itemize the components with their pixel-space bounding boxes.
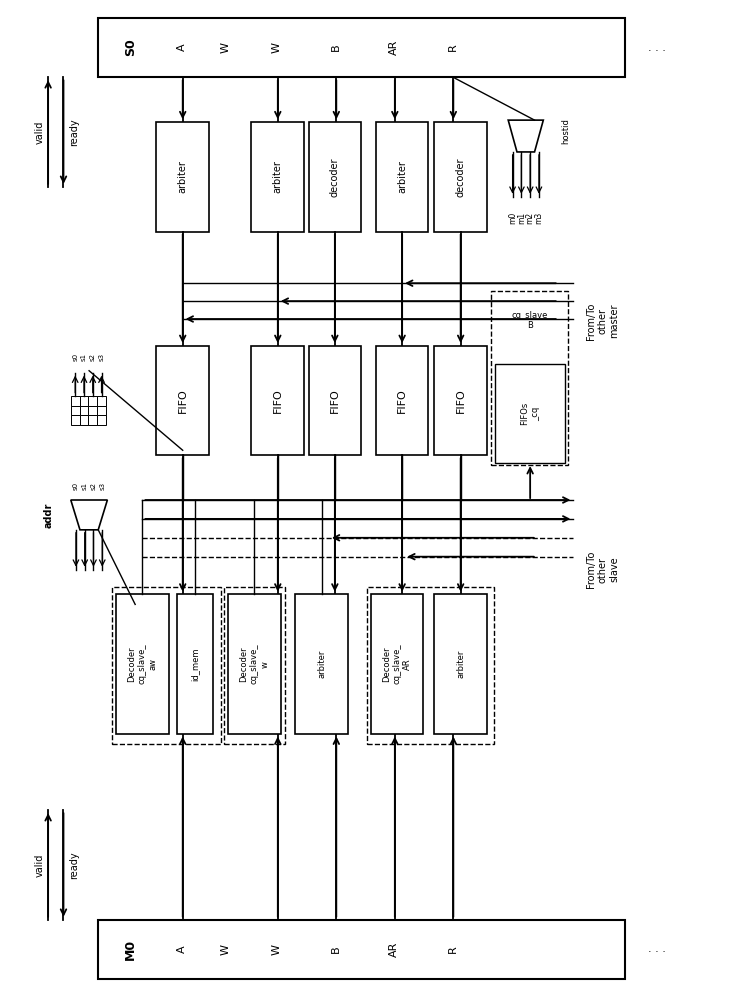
Text: arbiter: arbiter bbox=[317, 650, 326, 678]
Text: B: B bbox=[331, 946, 340, 953]
Text: R: R bbox=[447, 44, 458, 51]
Text: decoder: decoder bbox=[455, 157, 466, 197]
Text: Decoder
cq_slave_
AR: Decoder cq_slave_ AR bbox=[382, 644, 412, 684]
Bar bbox=[156, 122, 209, 232]
Text: From/To
other
master: From/To other master bbox=[586, 302, 619, 340]
Bar bbox=[71, 396, 80, 406]
Text: s1: s1 bbox=[82, 482, 88, 490]
Bar bbox=[80, 396, 88, 406]
Text: decoder: decoder bbox=[330, 157, 340, 197]
Text: valid: valid bbox=[35, 853, 44, 877]
Bar bbox=[98, 920, 624, 979]
Text: A: A bbox=[177, 946, 187, 953]
Bar bbox=[367, 587, 494, 744]
Bar bbox=[88, 406, 97, 415]
Bar bbox=[376, 346, 428, 455]
Text: S0: S0 bbox=[125, 39, 137, 56]
Text: AR: AR bbox=[389, 40, 399, 55]
Bar bbox=[309, 122, 361, 232]
Text: W: W bbox=[272, 944, 282, 955]
Text: s2: s2 bbox=[91, 482, 97, 490]
Text: AR: AR bbox=[389, 942, 399, 957]
Bar bbox=[71, 415, 80, 425]
Text: From/To
other
slave: From/To other slave bbox=[586, 551, 619, 588]
Text: FIFO: FIFO bbox=[273, 388, 283, 413]
Text: s3: s3 bbox=[99, 353, 105, 361]
Text: M0: M0 bbox=[125, 939, 137, 960]
Bar bbox=[80, 406, 88, 415]
Text: arbiter: arbiter bbox=[456, 650, 465, 678]
Text: FIFO: FIFO bbox=[397, 388, 407, 413]
Text: Decoder
cq_slave_
aw: Decoder cq_slave_ aw bbox=[128, 644, 158, 684]
Text: m0: m0 bbox=[508, 212, 517, 224]
Text: FIFO: FIFO bbox=[330, 388, 340, 413]
Text: s2: s2 bbox=[90, 353, 96, 361]
Text: addr: addr bbox=[44, 502, 54, 528]
Text: A: A bbox=[177, 44, 187, 51]
Text: W: W bbox=[221, 42, 231, 53]
Text: arbiter: arbiter bbox=[178, 160, 188, 193]
Text: arbiter: arbiter bbox=[397, 160, 407, 193]
Bar bbox=[371, 594, 423, 734]
Text: m3: m3 bbox=[534, 212, 543, 224]
Bar bbox=[97, 406, 106, 415]
Text: FIFOs
_cq: FIFOs _cq bbox=[520, 402, 539, 425]
Bar bbox=[116, 594, 169, 734]
Bar bbox=[495, 364, 565, 463]
Text: s0: s0 bbox=[72, 353, 78, 361]
Bar bbox=[71, 406, 80, 415]
Text: R: R bbox=[447, 946, 458, 953]
Bar bbox=[156, 346, 209, 455]
Bar bbox=[228, 594, 281, 734]
Bar bbox=[97, 396, 106, 406]
Bar bbox=[88, 396, 97, 406]
Text: . . .: . . . bbox=[649, 43, 666, 53]
Bar bbox=[296, 594, 348, 734]
Text: id_mem: id_mem bbox=[191, 647, 200, 681]
Text: W: W bbox=[221, 944, 231, 955]
Bar bbox=[88, 415, 97, 425]
Text: W: W bbox=[272, 42, 282, 53]
Bar bbox=[98, 18, 624, 77]
Bar bbox=[251, 346, 304, 455]
Bar bbox=[492, 291, 568, 465]
Text: ready: ready bbox=[69, 851, 80, 879]
Bar bbox=[434, 346, 487, 455]
Bar bbox=[224, 587, 285, 744]
Bar bbox=[97, 415, 106, 425]
Text: ready: ready bbox=[69, 118, 80, 146]
Text: cq_slave
B: cq_slave B bbox=[511, 311, 548, 330]
Bar bbox=[376, 122, 428, 232]
Text: m1: m1 bbox=[517, 212, 526, 224]
Bar bbox=[434, 594, 487, 734]
Text: B: B bbox=[331, 44, 340, 51]
Text: arbiter: arbiter bbox=[273, 160, 283, 193]
Text: . . .: . . . bbox=[649, 944, 666, 954]
Text: valid: valid bbox=[35, 120, 44, 144]
Bar bbox=[434, 122, 487, 232]
Text: Decoder
cq_slave_
w: Decoder cq_slave_ w bbox=[240, 644, 269, 684]
Text: m2: m2 bbox=[525, 212, 534, 224]
Bar bbox=[251, 122, 304, 232]
Text: FIFO: FIFO bbox=[178, 388, 188, 413]
Bar bbox=[113, 587, 221, 744]
Text: hostid: hostid bbox=[562, 118, 570, 144]
Text: s3: s3 bbox=[99, 482, 105, 490]
Bar bbox=[80, 415, 88, 425]
Text: s1: s1 bbox=[81, 353, 87, 361]
Bar bbox=[309, 346, 361, 455]
Text: s0: s0 bbox=[73, 482, 79, 490]
Text: FIFO: FIFO bbox=[455, 388, 466, 413]
Bar bbox=[177, 594, 214, 734]
